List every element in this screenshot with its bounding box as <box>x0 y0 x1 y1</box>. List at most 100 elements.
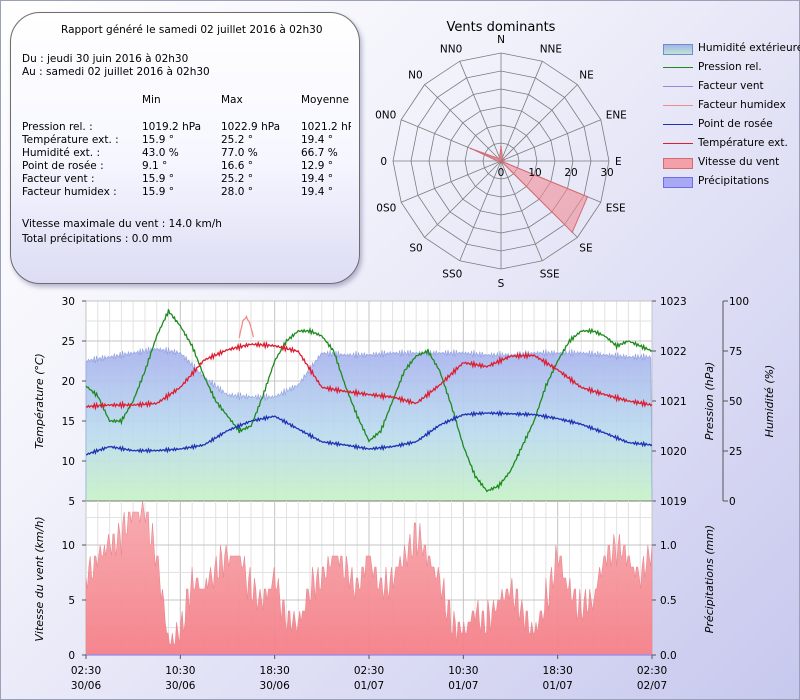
wind-rose-spoke <box>459 61 502 162</box>
wind-rose-direction-label: ENE <box>606 109 627 121</box>
wind-rose-spoke <box>424 160 502 238</box>
wind-rose-point <box>571 231 574 234</box>
temperature-line <box>85 340 653 411</box>
temperature-tick-label: 25 <box>62 336 75 348</box>
bottom-axes: 0 5 10 0.0 0.5 1.0 02:30 30/06 10:30 30/06 18:30 30… <box>62 540 677 692</box>
pressure-axis-label: Pression (hPa) <box>703 362 716 441</box>
wind-speed-tick-label: 0 <box>68 650 75 662</box>
time-tick-label: 02:30 <box>71 665 101 677</box>
humidity-tick-label: 100 <box>729 296 749 308</box>
col-header-min: Min <box>142 94 161 106</box>
wind-rose-area <box>470 146 589 234</box>
wind-rose-direction-label: N <box>497 34 505 46</box>
time-tick-label: 10:30 <box>448 665 478 677</box>
wind-rose-spoke <box>500 84 578 162</box>
legend-item: Température ext. <box>661 136 796 152</box>
wind-rose-point <box>497 157 500 160</box>
wind-rose-chart: Vents dominants N NNE NE ENE E ESE SE SSE S SS0 S0… <box>375 20 627 290</box>
wind-rose-direction-label: S <box>498 278 505 290</box>
precipitation-axis-label: Précipitations (mm) <box>703 525 716 633</box>
humidity-tick-label: 0 <box>729 496 736 508</box>
stats-min: 43.0 % <box>142 147 179 159</box>
wind-rose-ticks: 0 10 20 30 <box>498 167 614 179</box>
legend-swatch <box>663 143 693 144</box>
wind-rose-tick-label: 20 <box>564 167 577 179</box>
temperature-tick-label: 10 <box>62 456 75 468</box>
wind-speed-chart: 0 5 10 0.0 0.5 1.0 02:30 30/06 10:30 30/06 18:30 30… <box>33 500 716 692</box>
humidity-area <box>85 346 653 502</box>
wind-rose-tick-label: 10 <box>528 167 541 179</box>
legend-swatch <box>663 177 693 188</box>
legend-label: Température ext. <box>698 137 788 149</box>
stats-min: 15.9 ° <box>142 186 174 198</box>
wind-rose-direction-label: NN0 <box>440 43 462 55</box>
stats-avg: 19.4 ° <box>301 134 333 146</box>
col-header-avg: Moyenne <box>301 94 349 106</box>
date-tick-label: 30/06 <box>260 680 291 692</box>
stats-label: Facteur humidex : <box>22 186 117 198</box>
wind-rose-point <box>586 196 589 198</box>
temperature-tick-label: 20 <box>62 376 75 388</box>
legend-label: Humidité extérieure <box>698 42 800 54</box>
wind-rose-direction-label: ESE <box>606 203 626 215</box>
wind-rose-point <box>503 158 506 161</box>
wind-rose-spoke <box>459 160 502 261</box>
wind-rose-direction-label: E <box>615 156 622 168</box>
time-tick-label: 18:30 <box>543 665 573 677</box>
date-tick-label: 30/06 <box>71 680 102 692</box>
pressure-tick-label: 1023 <box>660 296 687 308</box>
wind-rose-spoke <box>500 119 601 162</box>
legend-item: Point de rosée <box>661 117 796 133</box>
report-period-from: Du : jeudi 30 juin 2016 à 02h30 <box>22 53 189 65</box>
legend-label: Facteur humidex <box>698 99 786 111</box>
wind-rose-direction-label: SS0 <box>442 269 462 281</box>
stats-max: 25.2 ° <box>221 173 253 185</box>
wind-rose-direction-label: NNE <box>540 43 562 55</box>
pressure-tick-label: 1019 <box>660 496 687 508</box>
max-wind-text: Vitesse maximale du vent : 14.0 km/h <box>22 218 222 230</box>
wind-rose-tick-label: 30 <box>600 167 613 179</box>
legend-item: Pression rel. <box>661 60 796 76</box>
wind-speed-area <box>85 500 653 656</box>
pressure-tick-label: 1021 <box>660 396 687 408</box>
pressure-line <box>85 309 653 493</box>
pressure-tick-label: 1022 <box>660 346 687 358</box>
wind-rose-point <box>501 156 504 159</box>
precipitation-tick-label: 0.0 <box>660 650 677 662</box>
legend-item: Facteur humidex <box>661 98 796 114</box>
precipitation-tick-label: 1.0 <box>660 540 677 552</box>
legend-label: Précipitations <box>698 175 770 187</box>
humidex-line <box>238 314 255 338</box>
wind-rose-point <box>500 145 502 148</box>
stats-min: 1019.2 hPa <box>142 121 202 133</box>
pressure-tick-label: 1020 <box>660 446 687 458</box>
legend-swatch <box>663 67 693 68</box>
stats-avg: 19.4 ° <box>301 173 333 185</box>
wind-rose-spoke <box>401 160 502 203</box>
wind-speed-tick-label: 5 <box>68 595 75 607</box>
time-tick-label: 18:30 <box>260 665 290 677</box>
wind-rose-spoke <box>500 61 543 162</box>
legend-swatch <box>663 124 693 125</box>
report-header: Rapport généré le samedi 02 juillet 2016… <box>61 24 323 36</box>
date-tick-label: 30/06 <box>165 680 196 692</box>
time-tick-label: 10:30 <box>165 665 195 677</box>
wind-speed-axis-label: Vitesse du vent (km/h) <box>33 516 46 641</box>
wind-rose-direction-label: 0S0 <box>376 203 396 215</box>
wind-rose-direction-label: 0 <box>380 156 387 168</box>
stats-label: Point de rosée : <box>22 160 104 172</box>
wind-speed-tick-label: 10 <box>62 540 75 552</box>
stats-max: 16.6 ° <box>221 160 253 172</box>
chart-legend: Humidité extérieure Pression rel. Facteur … <box>661 41 800 211</box>
top-series <box>85 309 653 502</box>
humidity-axis-label: Humidité (%) <box>763 365 776 438</box>
stats-min: 15.9 ° <box>142 134 174 146</box>
wind-rose-title: Vents dominants <box>447 20 556 35</box>
legend-label: Vitesse du vent <box>698 156 780 168</box>
report-period-to: Au : samedi 02 juillet 2016 à 02h30 <box>22 66 210 78</box>
legend-item: Humidité extérieure <box>661 41 800 57</box>
stats-max: 1022.9 hPa <box>221 121 281 133</box>
wind-rose-grid <box>392 52 610 270</box>
wind-rose-direction-label: SSE <box>540 269 560 281</box>
